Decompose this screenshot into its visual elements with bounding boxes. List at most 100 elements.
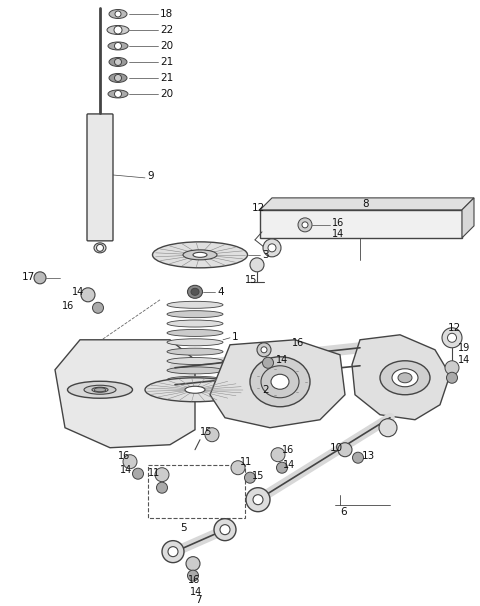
Circle shape <box>442 328 462 348</box>
Circle shape <box>263 239 281 257</box>
Circle shape <box>253 494 263 505</box>
Ellipse shape <box>109 73 127 82</box>
Circle shape <box>220 525 230 534</box>
Ellipse shape <box>167 358 223 365</box>
Circle shape <box>246 488 270 511</box>
Text: 21: 21 <box>160 73 173 83</box>
Circle shape <box>298 218 312 232</box>
Text: 13: 13 <box>362 451 375 461</box>
Ellipse shape <box>183 250 217 260</box>
Polygon shape <box>55 340 195 448</box>
Text: 14: 14 <box>120 465 132 474</box>
Text: 14: 14 <box>283 460 295 470</box>
Circle shape <box>257 343 271 357</box>
Text: 12: 12 <box>252 203 265 213</box>
Circle shape <box>115 75 121 81</box>
Text: 15: 15 <box>252 471 264 481</box>
Ellipse shape <box>108 42 128 50</box>
Ellipse shape <box>167 376 223 383</box>
Ellipse shape <box>145 378 245 402</box>
Ellipse shape <box>392 369 418 387</box>
Circle shape <box>205 428 219 442</box>
Ellipse shape <box>153 242 248 268</box>
Ellipse shape <box>167 311 223 318</box>
Text: 20: 20 <box>160 41 173 51</box>
Text: 14: 14 <box>332 229 344 239</box>
Ellipse shape <box>167 330 223 336</box>
Circle shape <box>214 519 236 541</box>
Circle shape <box>115 42 121 50</box>
Ellipse shape <box>261 366 299 398</box>
Circle shape <box>352 452 363 463</box>
Circle shape <box>445 361 459 375</box>
Text: 12: 12 <box>448 323 461 333</box>
Circle shape <box>115 90 121 98</box>
Text: 16: 16 <box>282 445 294 454</box>
Ellipse shape <box>68 381 132 398</box>
Circle shape <box>162 541 184 562</box>
Text: 5: 5 <box>180 522 187 533</box>
Text: 1: 1 <box>232 332 239 342</box>
Text: 16: 16 <box>332 218 344 228</box>
Ellipse shape <box>94 243 106 253</box>
Text: 8: 8 <box>362 199 369 209</box>
Circle shape <box>188 570 199 581</box>
Circle shape <box>96 244 104 251</box>
Ellipse shape <box>191 288 199 295</box>
Ellipse shape <box>193 252 207 258</box>
Polygon shape <box>260 210 462 238</box>
Ellipse shape <box>188 285 203 298</box>
Circle shape <box>447 333 456 342</box>
Circle shape <box>244 472 255 483</box>
Text: 20: 20 <box>160 89 173 99</box>
Text: 17: 17 <box>22 272 35 282</box>
Circle shape <box>34 272 46 284</box>
Text: 4: 4 <box>217 287 224 297</box>
Circle shape <box>155 468 169 482</box>
Ellipse shape <box>185 386 205 393</box>
Ellipse shape <box>92 387 108 392</box>
Text: 14: 14 <box>72 287 84 297</box>
Text: 2: 2 <box>262 385 269 395</box>
Ellipse shape <box>167 348 223 355</box>
Text: 16: 16 <box>62 301 74 311</box>
Circle shape <box>268 244 276 252</box>
Text: 9: 9 <box>147 171 154 181</box>
Text: 18: 18 <box>160 9 173 19</box>
Text: 14: 14 <box>276 355 288 365</box>
FancyBboxPatch shape <box>87 114 113 241</box>
Circle shape <box>379 419 397 437</box>
Circle shape <box>115 58 121 65</box>
Text: 16: 16 <box>188 574 200 585</box>
Circle shape <box>123 454 137 468</box>
Text: 3: 3 <box>262 250 269 260</box>
Circle shape <box>261 347 267 353</box>
Text: 19: 19 <box>458 343 470 353</box>
Ellipse shape <box>271 375 289 389</box>
Ellipse shape <box>84 385 116 395</box>
Text: 16: 16 <box>118 451 130 461</box>
Ellipse shape <box>167 301 223 308</box>
Ellipse shape <box>94 388 106 391</box>
Ellipse shape <box>167 320 223 327</box>
Text: 15: 15 <box>200 427 212 437</box>
Circle shape <box>186 557 200 571</box>
Circle shape <box>93 302 104 313</box>
Ellipse shape <box>107 25 129 35</box>
Text: 11: 11 <box>240 457 252 467</box>
Text: 14: 14 <box>190 587 202 597</box>
Circle shape <box>115 11 121 17</box>
Circle shape <box>271 448 285 462</box>
Circle shape <box>446 372 457 383</box>
Text: 22: 22 <box>160 25 173 35</box>
Text: 7: 7 <box>195 594 202 605</box>
Text: 21: 21 <box>160 57 173 67</box>
Ellipse shape <box>108 90 128 98</box>
Ellipse shape <box>380 361 430 395</box>
Circle shape <box>132 468 144 479</box>
Text: 15: 15 <box>245 275 257 285</box>
Text: 14: 14 <box>458 355 470 365</box>
Circle shape <box>302 222 308 228</box>
Circle shape <box>276 462 288 473</box>
Polygon shape <box>462 198 474 238</box>
